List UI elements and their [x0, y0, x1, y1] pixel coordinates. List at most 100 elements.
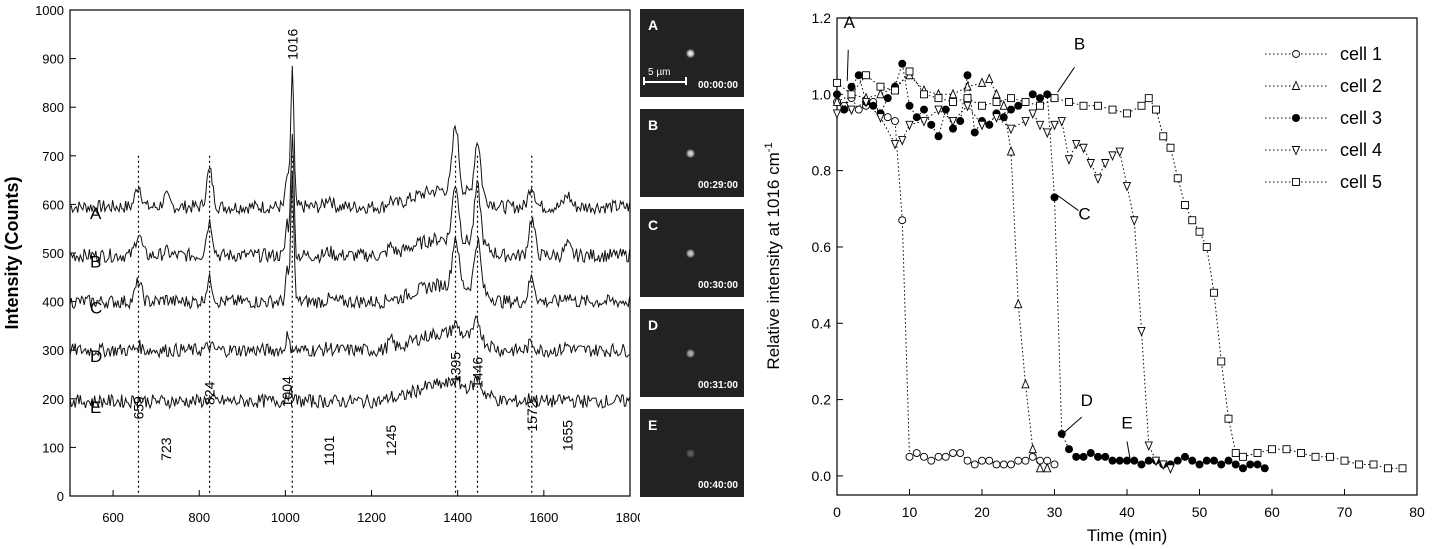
point	[862, 101, 870, 110]
point	[919, 117, 929, 127]
point	[1007, 460, 1015, 469]
point	[862, 97, 870, 106]
point	[977, 77, 987, 87]
x-tick-label-2: 60	[1264, 504, 1280, 520]
peak-label-1016: 1016	[284, 29, 300, 60]
point	[1079, 101, 1088, 110]
point	[963, 456, 972, 465]
y-tick-label: 100	[42, 440, 64, 455]
point	[920, 105, 928, 114]
panel-timestamp: 00:29:00	[697, 180, 738, 191]
annotation-arrow	[1057, 67, 1075, 93]
x-tick-label: 1000	[271, 510, 300, 525]
plot-frame	[69, 9, 631, 497]
cell-image	[686, 449, 695, 458]
spectrum-label-E: E	[90, 398, 101, 417]
spectrum-label-D: D	[90, 347, 102, 366]
point	[847, 82, 856, 91]
point	[1086, 159, 1095, 169]
point	[1072, 452, 1081, 461]
point	[1093, 174, 1103, 184]
series-cell-3	[833, 59, 1269, 473]
y-tick-label-2: 0.8	[812, 163, 832, 179]
point	[1159, 132, 1168, 141]
point	[1079, 452, 1088, 461]
point	[832, 96, 842, 106]
point	[1043, 128, 1052, 139]
x-tick-label: 1600	[529, 510, 558, 525]
x-tick-label-2: 0	[833, 504, 841, 520]
point	[1166, 143, 1175, 152]
point	[948, 88, 958, 99]
point	[1188, 456, 1197, 465]
point	[1028, 109, 1037, 120]
annotation-B: B	[1074, 34, 1085, 53]
point	[1108, 105, 1117, 114]
point	[869, 98, 878, 106]
peak-label-1101: 1101	[321, 435, 337, 465]
point	[1130, 456, 1139, 465]
panel-label: B	[648, 117, 659, 133]
spectrum-C	[69, 171, 631, 310]
point	[876, 113, 885, 123]
point	[1137, 326, 1146, 337]
point	[1057, 429, 1066, 438]
point	[978, 101, 986, 110]
peak-label-659: 659	[130, 396, 146, 420]
microscopy-panel-A: A 00:00:00 5 µm	[640, 9, 744, 97]
legend-label: cell 5	[1340, 172, 1382, 192]
point	[1021, 98, 1030, 106]
point	[1064, 155, 1074, 165]
y-tick-label-2: 0.2	[812, 392, 832, 408]
point	[985, 120, 994, 129]
point	[1123, 456, 1131, 465]
point	[1166, 460, 1175, 469]
point	[1253, 460, 1262, 469]
point	[898, 216, 907, 225]
x-tick-label-2: 70	[1337, 504, 1353, 520]
point	[833, 98, 841, 106]
point	[1217, 460, 1226, 469]
point	[941, 105, 950, 114]
point	[1231, 449, 1240, 457]
point	[1297, 449, 1305, 457]
point	[891, 82, 899, 91]
point	[883, 113, 892, 122]
point	[927, 120, 936, 129]
point	[1036, 101, 1044, 110]
point	[1050, 460, 1059, 469]
point	[1231, 460, 1240, 469]
point	[905, 69, 914, 80]
point	[1326, 452, 1334, 461]
point	[876, 88, 885, 99]
y-tick-label: 200	[42, 392, 64, 407]
series-cell-1	[833, 94, 1059, 469]
point	[832, 109, 842, 120]
point	[992, 460, 1001, 469]
point	[1152, 105, 1160, 114]
cell-image	[686, 349, 695, 358]
point	[840, 105, 849, 114]
annotation-D: D	[1081, 391, 1093, 410]
point	[949, 98, 957, 106]
point	[1340, 456, 1349, 465]
annotation-arrow	[1064, 416, 1083, 433]
y-tick-label-2: 0.4	[812, 315, 832, 331]
point	[1292, 178, 1300, 186]
point	[1260, 464, 1269, 473]
series-line	[836, 74, 1048, 469]
point	[1239, 452, 1247, 461]
point	[1050, 94, 1059, 103]
point	[1086, 449, 1095, 458]
point	[1292, 50, 1300, 58]
point	[861, 98, 871, 108]
point	[934, 452, 943, 461]
point	[1130, 216, 1139, 226]
y-tick-label: 0	[57, 489, 64, 504]
annotation-C: C	[1078, 204, 1090, 223]
point	[1188, 216, 1197, 225]
point	[1398, 464, 1407, 473]
peak-label-1572: 1572	[524, 400, 540, 431]
point	[862, 71, 870, 80]
annotation-arrow	[1126, 441, 1131, 459]
